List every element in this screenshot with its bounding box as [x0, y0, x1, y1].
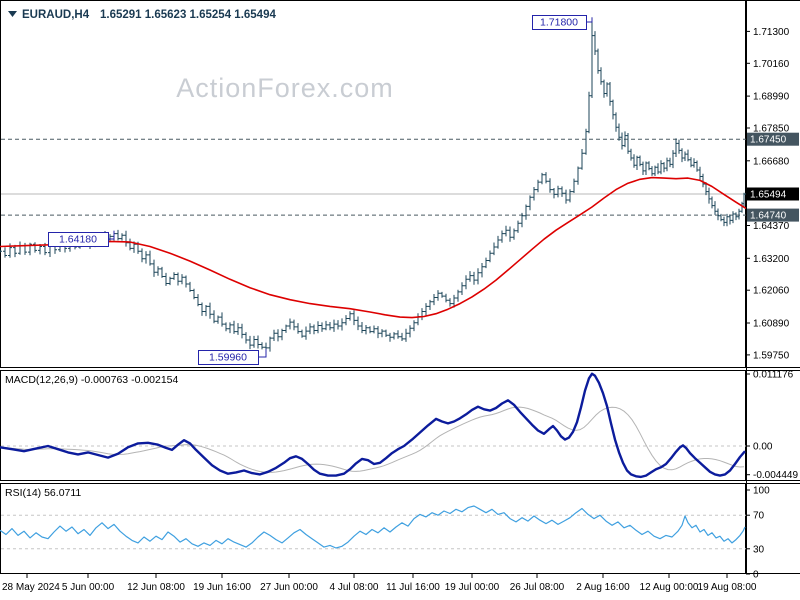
svg-text:1.64740: 1.64740	[750, 211, 787, 222]
svg-text:1.60890: 1.60890	[753, 319, 790, 330]
symbol-dropdown-icon[interactable]	[8, 11, 17, 17]
time-axis-label: 26 Jul 08:00	[510, 582, 565, 593]
time-axis-label: 12 Aug 00:00	[640, 582, 699, 593]
macd-indicator-label: MACD(12,26,9) -0.000763 -0.002154	[5, 374, 179, 386]
time-axis-label: 19 Jul 00:00	[445, 582, 500, 593]
time-axis-label: 12 Jun 08:00	[127, 582, 185, 593]
watermark: ActionForex.com	[176, 73, 394, 103]
rsi-panel-border	[0, 483, 746, 574]
time-scale[interactable]: 28 May 2024 5 Jun 00:00 12 Jun 08:00 19 Jun…	[2, 574, 757, 593]
time-axis-label: 2 Aug 16:00	[576, 582, 630, 593]
symbol-timeframe-label: EURAUD,H4	[22, 9, 90, 21]
price-annotation: 1.64180	[48, 230, 115, 247]
svg-text:1.65494: 1.65494	[750, 190, 787, 201]
macd-panel-border	[0, 370, 746, 481]
time-axis-label: 5 Jun 00:00	[62, 582, 115, 593]
macd-signal-line	[0, 406, 745, 473]
current-price-tag	[747, 187, 799, 201]
svg-text:1.62060: 1.62060	[753, 286, 790, 297]
svg-text:1.64370: 1.64370	[753, 221, 790, 232]
price-annotation: 1.59960	[198, 349, 267, 365]
svg-text:1.67850: 1.67850	[753, 124, 790, 135]
main-panel-border	[0, 0, 746, 368]
ohlc-values-label: 1.65291 1.65623 1.65254 1.65494	[100, 9, 276, 21]
time-axis-label: 4 Jul 08:00	[330, 582, 379, 593]
svg-text:100: 100	[753, 486, 770, 497]
svg-text:1.59960: 1.59960	[209, 352, 247, 364]
time-axis-label: 19 Aug 08:00	[698, 582, 757, 593]
macd-panel[interactable]	[0, 372, 746, 479]
svg-text:1.68990: 1.68990	[753, 92, 790, 103]
svg-text:1.71300: 1.71300	[753, 27, 790, 38]
svg-text:0.00: 0.00	[753, 442, 773, 453]
moving-average-line	[0, 176, 747, 319]
svg-text:1.66680: 1.66680	[753, 156, 790, 167]
svg-text:1.63200: 1.63200	[753, 254, 790, 265]
svg-text:1.64180: 1.64180	[59, 234, 97, 246]
svg-text:1.71800: 1.71800	[540, 17, 578, 29]
svg-text:1.59750: 1.59750	[753, 350, 790, 361]
svg-text:30: 30	[753, 544, 765, 555]
main-price-panel[interactable]: 1.71800 1.64180 1.59960	[0, 15, 747, 365]
svg-text:-0.004449: -0.004449	[753, 470, 798, 481]
level-price-tag	[747, 132, 799, 146]
price-annotation: 1.71800	[532, 15, 593, 30]
svg-text:0: 0	[753, 570, 759, 581]
svg-text:1.70160: 1.70160	[753, 59, 790, 70]
svg-text:0.011176: 0.011176	[753, 370, 794, 381]
macd-main-line	[0, 372, 746, 479]
time-axis-label: 27 Jun 00:00	[260, 582, 318, 593]
time-axis-label: 11 Jul 16:00	[386, 582, 440, 593]
panel-frames	[0, 0, 800, 574]
time-axis-label: 28 May 2024	[2, 582, 60, 593]
chart-header: EURAUD,H4 1.65291 1.65623 1.65254 1.6549…	[8, 9, 276, 21]
rsi-line	[0, 505, 746, 549]
svg-text:70: 70	[753, 511, 765, 522]
svg-text:1.67450: 1.67450	[750, 135, 787, 146]
level-price-tag	[747, 208, 799, 222]
rsi-indicator-label: RSI(14) 56.0711	[5, 487, 81, 499]
time-axis-label: 19 Jun 16:00	[193, 582, 251, 593]
rsi-panel[interactable]	[0, 505, 746, 550]
